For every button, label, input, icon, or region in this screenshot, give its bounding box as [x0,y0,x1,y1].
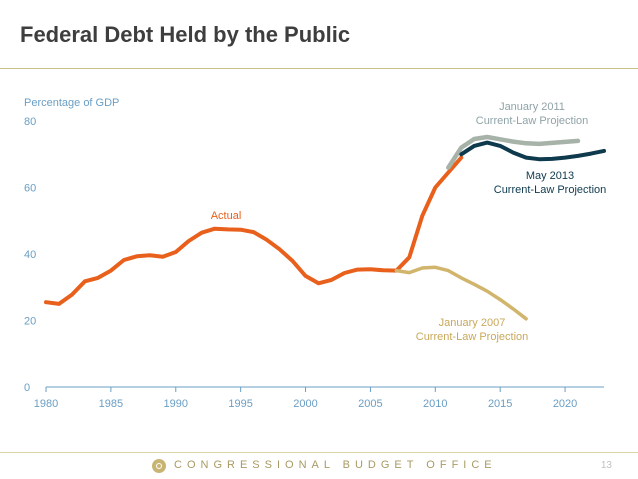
actual-line [46,158,461,304]
page-number: 13 [601,460,612,471]
series-lines [46,137,604,319]
x-tick-label: 2015 [488,398,512,410]
x-tick-label: 2005 [358,398,382,410]
annotation-line: Current-Law Projection [494,184,607,196]
x-tick-label: 2020 [553,398,577,410]
y-tick-label: 60 [24,183,36,195]
annotation-line: Actual [211,210,242,222]
x-tick-label: 1990 [164,398,188,410]
annotation-actual: Actual [211,210,242,222]
y-axis-label: Percentage of GDP [24,97,119,109]
footer-organization: CONGRESSIONAL BUDGET OFFICE [174,459,497,471]
annotation-jan-2011: January 2011 Current-Law Projection [476,101,589,127]
annotation-line: Current-Law Projection [476,115,589,127]
annotation-line: May 2013 [526,170,574,182]
axes: 1980 1985 1990 1995 2000 2005 2010 2015 2020 0 20 4… [24,116,604,410]
x-tick-label: 2000 [293,398,317,410]
y-tick-label: 20 [24,316,36,328]
series-annotations: Actual January 2011 Current-Law Projection… [211,101,607,343]
annotation-line: Current-Law Projection [416,331,529,343]
annotation-jan-2007: January 2007 Current-Law Projection [416,317,529,343]
x-tick-label: 1995 [228,398,252,410]
y-tick-label: 0 [24,382,30,394]
annotation-line: January 2011 [499,101,565,113]
jan-2007-projection-line [396,267,526,319]
x-tick-label: 1985 [99,398,123,410]
footer-divider [0,452,638,453]
cbo-logo-icon [152,459,166,473]
x-tick-label: 2010 [423,398,447,410]
y-tick-label: 40 [24,249,36,261]
x-tick-label: 1980 [34,398,58,410]
annotation-may-2013: May 2013 Current-Law Projection [494,170,607,196]
annotation-line: January 2007 [439,317,506,329]
y-tick-label: 80 [24,116,36,128]
